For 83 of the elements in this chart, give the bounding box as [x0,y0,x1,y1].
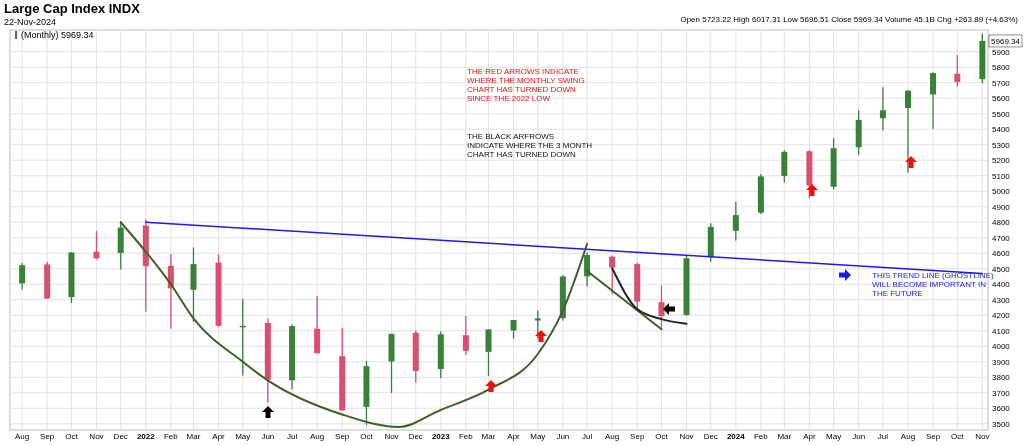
y-tick-label: 4800 [992,218,1011,228]
x-tick-label: Jun [852,431,866,441]
line-series [119,221,589,428]
y-tick-label: 5200 [992,156,1011,166]
x-tick-label: Apr [507,431,521,441]
y-tick-label: 5700 [992,78,1011,88]
x-tick-label: 2024 [726,431,746,441]
x-tick-label: May [235,431,251,441]
x-tick-label: Feb [163,431,179,441]
y-tick-label: 5000 [992,187,1011,197]
x-tick-label: Apr [803,431,816,441]
candlestick [879,86,886,132]
x-tick-label: Jul [581,431,593,441]
x-tick-label: Dec [703,431,718,441]
x-tick-label: Aug [900,431,916,441]
x-tick-label: Sep [925,431,941,441]
y-tick-label: 4000 [992,342,1011,352]
x-tick-label: Feb [458,431,474,441]
y-tick-label: 4200 [992,311,1011,321]
y-tick-label: 4100 [992,326,1011,336]
annotation: 5969.34 [991,36,1021,46]
x-tick-label: Feb [753,431,769,441]
candlestick [584,251,591,288]
x-tick-label: Sep [335,431,350,441]
x-tick-label: Mar [777,431,792,441]
y-tick-label: 4700 [992,233,1011,243]
y-tick-label: 5300 [992,140,1011,150]
y-tick-label: 4600 [992,249,1011,259]
y-tick-label: 5900 [992,47,1011,57]
x-tick-label: Jul [877,431,889,441]
text: Open 5723.22 High 6017.31 Low 5696.51 Close 5969.34 Volume 45.1B Chg +263.89 (+4.63%) [680,15,1019,24]
x-tick-label: Nov [975,431,990,441]
y-tick-label: 5500 [992,109,1011,119]
x-tick-label: Aug [15,431,30,441]
x-tick-label: Oct [65,431,79,441]
chart-title: Large Cap Index INDX [4,1,141,16]
annotation: THE RED ARROWS INDICATE WHERE THE MONTHLY SWING CHART HAS TURNED DOWN SINCE THE 2022 LOW [467,67,585,103]
x-tick-label: Jul [286,431,298,441]
candlestick [954,54,961,88]
x-tick-label: Apr [212,431,226,441]
x-tick-label: Sep [630,431,645,441]
candlestick [609,254,616,295]
candlestick [732,201,739,242]
x-tick-label: Oct [360,431,374,441]
y-tick-label: 5100 [992,171,1011,181]
legend-label: (Monthly) 5969.34 [21,30,94,40]
annotation: THE BLACK ARFROWS INDICATE WHERE THE 3 MONTH CHART HAS TURNED DOWN [467,132,593,159]
x-tick-label: Oct [655,431,669,441]
chart-subtitle: 22-Nov-2024 [4,17,57,27]
candlestick [930,71,937,130]
candlestick [462,315,469,356]
x-tick-label: Jun [261,431,275,441]
y-tick-label: 4900 [992,202,1011,212]
y-tick-label: 5600 [992,94,1011,104]
y-tick-label: 4300 [992,295,1011,305]
x-tick-label: Aug [605,431,620,441]
x-tick-label: Dec [113,431,128,441]
candlestick [485,328,492,377]
candlestick [19,262,26,291]
x-tick-label: May [826,431,842,441]
x-tick-label: Nov [89,431,104,441]
x-tick-label: Oct [951,431,965,441]
y-tick-label: 5400 [992,125,1011,135]
x-tick-label: 2023 [431,431,451,441]
y-tick-label: 3500 [992,419,1011,429]
x-tick-label: Dec [408,431,423,441]
x-tick-label: May [530,431,546,441]
y-tick-label: 5800 [992,63,1011,73]
x-tick-label: Aug [310,431,325,441]
candlestick [93,230,100,261]
x-tick-label: Nov [679,431,694,441]
y-tick-label: 3900 [992,357,1011,367]
x-tick-label: Nov [384,431,399,441]
x-tick-label: Mar [481,431,496,441]
y-tick-label: 3700 [992,388,1011,398]
y-tick-label: 3800 [992,373,1011,383]
x-tick-label: Jun [556,431,570,441]
x-tick-label: Sep [40,431,55,441]
x-tick-label: Mar [186,431,201,441]
y-tick-label: 3600 [992,404,1011,414]
y-tick-label: 4400 [992,280,1011,290]
y-tick-label: 4500 [992,264,1011,274]
x-tick-label: 2022 [136,431,156,441]
